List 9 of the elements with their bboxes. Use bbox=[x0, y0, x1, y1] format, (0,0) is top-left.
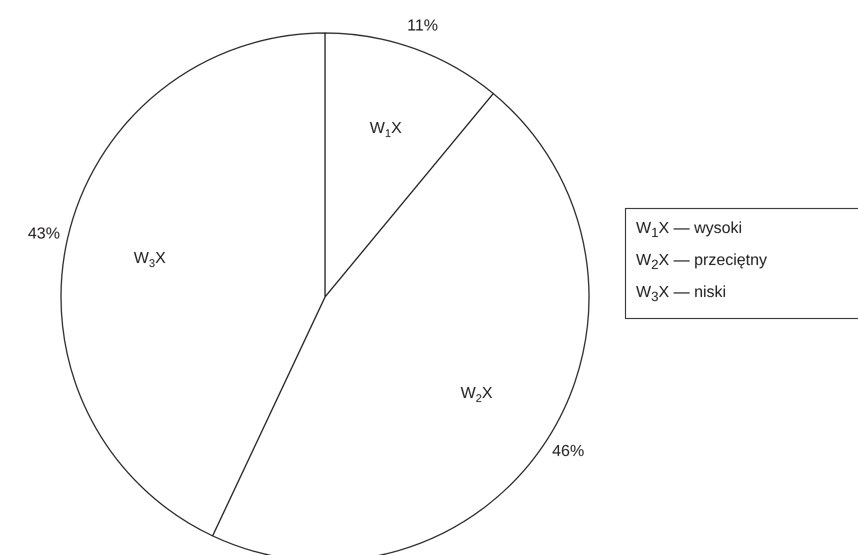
text: W$_{2}$X — przeciętny bbox=[636, 251, 768, 274]
data-label: 46% bbox=[552, 442, 584, 460]
text: W$_{1}$X — wysoki bbox=[636, 219, 744, 242]
text: W$_{3}$X — niski bbox=[636, 283, 728, 307]
data-label: 11% bbox=[407, 18, 438, 35]
data-label: 43% bbox=[28, 226, 60, 243]
slice-label: W$_{3}$X bbox=[134, 249, 166, 270]
slice-label: W$_{1}$X bbox=[370, 120, 402, 140]
slice-label: W$_{2}$X bbox=[460, 384, 493, 406]
